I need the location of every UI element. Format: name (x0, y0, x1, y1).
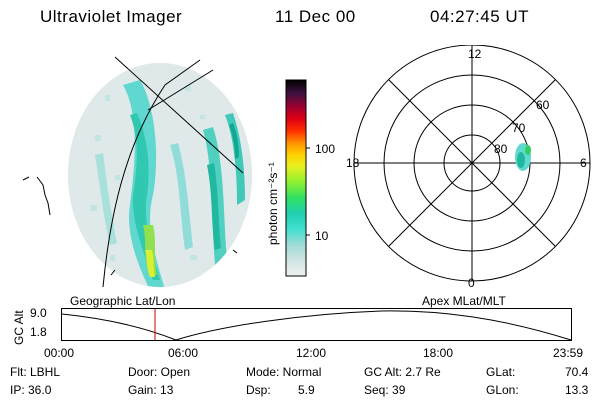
door-info: Door: Open (128, 365, 191, 379)
altitude-plot (61, 308, 572, 341)
time-tick-2359: 23:59 (553, 346, 584, 360)
mlt-label-12: 12 (468, 47, 482, 61)
altitude-curve (61, 310, 572, 341)
dsp-label: Dsp: (246, 383, 271, 397)
glat-label: GLat: (486, 365, 516, 379)
altitude-tick-max: 9.0 (30, 306, 47, 320)
time-label: 04:27:45 UT (430, 7, 530, 26)
colorbar-tick-100: 100 (315, 142, 336, 156)
time-tick-0600: 06:00 (168, 346, 199, 360)
glon-value: 13.3 (565, 383, 589, 397)
date-label: 11 Dec 00 (275, 7, 356, 26)
latitude-line (102, 59, 201, 288)
coastline (22, 176, 51, 216)
geographic-auroral-image (22, 56, 252, 288)
coastline-fragments (110, 249, 238, 276)
altitude-plot-frame (61, 308, 572, 341)
time-tick-1200: 12:00 (296, 346, 327, 360)
mlt-label-18: 18 (346, 156, 360, 170)
colorbar (285, 79, 310, 277)
apex-projection-label: Apex MLat/MLT (422, 294, 506, 308)
filter-info: Flt: LBHL (10, 365, 61, 379)
mlt-label-6: 6 (580, 156, 587, 170)
altitude-axis-label: GC Alt (12, 310, 26, 345)
glat-value: 70.4 (565, 365, 589, 379)
lat-label-60: 60 (536, 98, 550, 112)
lat-label-70: 70 (512, 121, 526, 135)
time-tick-0000: 00:00 (44, 346, 75, 360)
mlt-label-0: 0 (468, 276, 475, 290)
polar-mlt-plot (353, 45, 591, 282)
longitude-line-1 (114, 56, 244, 174)
mode-info: Mode: Normal (246, 365, 322, 379)
gain-info: Gain: 13 (128, 383, 174, 397)
altitude-tick-min: 1.8 (30, 325, 47, 339)
dsp-value: 5.9 (298, 383, 315, 397)
lat-label-80: 80 (494, 142, 508, 156)
time-tick-1800: 18:00 (423, 346, 454, 360)
longitude-line-2 (147, 69, 214, 111)
instrument-title: Ultraviolet Imager (40, 7, 183, 26)
glon-label: GLon: (486, 383, 519, 397)
gc-alt-info: GC Alt: 2.7 Re (364, 365, 441, 379)
colorbar-unit-label: photon cm⁻²s⁻¹ (266, 162, 280, 245)
geographic-projection-label: Geographic Lat/Lon (70, 294, 176, 308)
colorbar-tick-10: 10 (315, 229, 329, 243)
ip-info: IP: 36.0 (10, 383, 52, 397)
seq-info: Seq: 39 (364, 383, 406, 397)
